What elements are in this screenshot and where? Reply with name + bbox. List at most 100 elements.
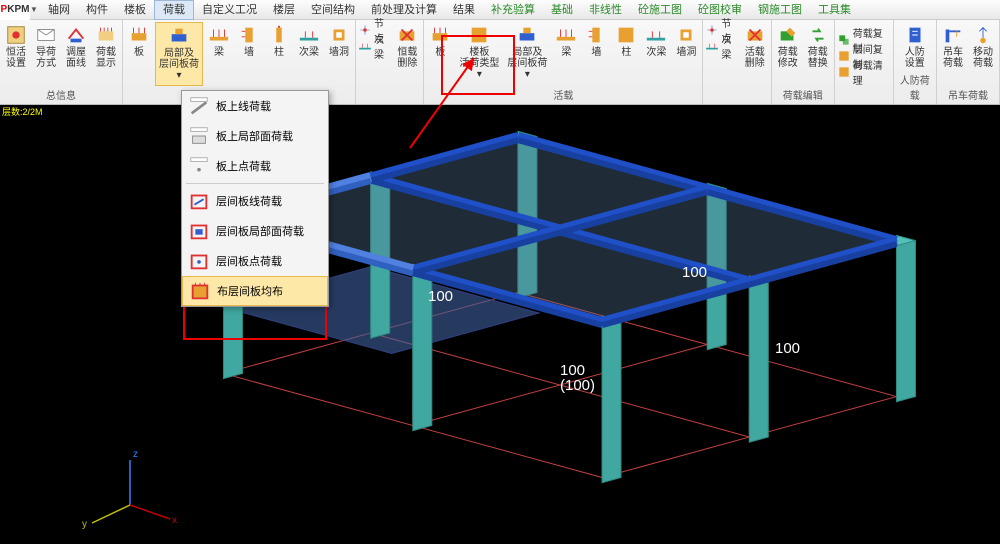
menu-5[interactable]: 楼层 [265,0,303,20]
3d-scene: 100100100(100)100zyx [0,105,1000,544]
svg-text:y: y [82,519,87,530]
ribbon-btn-1-1[interactable]: 局部及层间板荷▾ [155,22,203,86]
ribbon-btn-3-6[interactable]: 次梁 [642,22,670,86]
menu-14[interactable]: 钢施工图 [750,0,810,20]
ribbon-btn-2-1[interactable]: 次梁 [358,38,391,54]
sub2-icon [358,39,372,53]
lcopy-icon [837,49,851,63]
dd-line[interactable]: 板上线荷载 [182,91,328,121]
point-icon [188,155,210,177]
settings-icon [5,24,27,46]
menu-6[interactable]: 空间结构 [303,0,363,20]
menu-2[interactable]: 楼板 [116,0,154,20]
menu-12[interactable]: 砼施工图 [630,0,690,20]
menu-11[interactable]: 非线性 [581,0,630,20]
ribbon-btn-4-2[interactable]: 活载删除 [741,22,769,90]
iuniform-icon [189,280,211,302]
copy-icon [837,33,851,47]
local-icon [168,25,190,47]
ribbon-btn-8-0[interactable]: 吊车荷载 [939,22,967,86]
svg-text:100: 100 [428,288,453,305]
ribbon-btn-1-6[interactable]: 墙洞 [325,22,353,86]
ribbon-btn-3-1[interactable]: 楼板活荷类型▾ [456,22,502,86]
dd-iuniform[interactable]: 布层间板均布 [182,276,328,306]
ribbon-btn-6-2[interactable]: 荷载清理 [837,64,891,80]
menu-3[interactable]: 荷载 [154,0,194,20]
ribbon-btn-8-1[interactable]: 移动荷载 [969,22,997,86]
dd-iarea[interactable]: 层间板局部面荷载 [182,216,328,246]
ribbon-toolbar: 恒活设置导荷方式调屋面线荷载显示总信息板局部及层间板荷▾梁墙柱次梁墙洞显示节点次… [0,20,1000,105]
def-icon [904,24,926,46]
menu-1[interactable]: 构件 [78,0,116,20]
ribbon-btn-0-3[interactable]: 荷载显示 [92,22,120,86]
plate2-icon [429,24,451,46]
ribbon-btn-2-2[interactable]: 恒载删除 [393,22,421,90]
ribbon-btn-5-1[interactable]: 荷载替换 [804,22,832,86]
svg-text:100: 100 [775,340,800,357]
move-icon [972,24,994,46]
menu-8[interactable]: 结果 [445,0,483,20]
hole2-icon [675,24,697,46]
ribbon-btn-3-2[interactable]: 局部及层间板荷▾ [504,22,550,86]
ribbon-btn-1-3[interactable]: 墙 [235,22,263,86]
ribbon-btn-0-1[interactable]: 导荷方式 [32,22,60,86]
ribbon-group-0: 恒活设置导荷方式调屋面线荷载显示总信息 [0,20,123,104]
ribbon-btn-1-0[interactable]: 板 [125,22,153,86]
del2-icon [744,24,766,46]
ribbon-btn-1-2[interactable]: 梁 [205,22,233,86]
dd-iline[interactable]: 层间板线荷载 [182,186,328,216]
ribbon-btn-5-0[interactable]: 荷载修改 [774,22,802,86]
ribbon-group-3: 板楼板活荷类型▾局部及层间板荷▾梁墙柱次梁墙洞活载 [424,20,703,104]
menu-15[interactable]: 工具集 [810,0,859,20]
ribbon-group-7: 人防设置人防荷载 [894,20,937,104]
3d-viewport[interactable]: 层数:2/2M 100100100(100)100zyx [0,105,1000,544]
dd-area[interactable]: 板上局部面荷载 [182,121,328,151]
node-icon [358,23,372,37]
ribbon-btn-3-3[interactable]: 梁 [552,22,580,86]
ribbon-btn-3-4[interactable]: 墙 [582,22,610,86]
menu-0[interactable]: 轴网 [40,0,78,20]
ribbon-btn-3-0[interactable]: 板 [426,22,454,86]
menu-9[interactable]: 补充验算 [483,0,543,20]
wall-icon [238,24,260,46]
ribbon-btn-1-5[interactable]: 次梁 [295,22,323,86]
ribbon-btn-1-4[interactable]: 柱 [265,22,293,86]
load-dropdown-menu: 板上线荷载板上局部面荷载板上点荷载层间板线荷载层间板局部面荷载层间板点荷载布层间… [181,90,329,307]
beam-icon [208,24,230,46]
hole-icon [328,24,350,46]
ribbon-btn-7-0[interactable]: 人防设置 [901,22,929,71]
svg-text:100: 100 [682,264,707,281]
ribbon-btn-4-1[interactable]: 次梁 [705,38,738,54]
ribbon-group-6: 荷载复制层间复制荷载清理 [835,20,894,104]
local2-icon [516,24,538,46]
svg-text:(100): (100) [560,377,595,394]
area-icon [188,125,210,147]
ribbon-group-2: 节点次梁恒载删除 [356,20,424,104]
dd-point[interactable]: 板上点荷载 [182,151,328,181]
envelope-icon [35,24,57,46]
menu-4[interactable]: 自定义工况 [194,0,265,20]
sub4-icon [705,39,719,53]
svg-text:z: z [133,449,138,460]
logo-dropdown-icon[interactable]: ▼ [30,5,40,14]
clean-icon [837,65,851,79]
mod-icon [777,24,799,46]
ribbon-btn-3-5[interactable]: 柱 [612,22,640,86]
svg-text:x: x [172,515,177,526]
roof-icon [65,24,87,46]
rep-icon [807,24,829,46]
ribbon-btn-0-0[interactable]: 恒活设置 [2,22,30,86]
ipoint-icon [188,250,210,272]
iline-icon [188,190,210,212]
menu-13[interactable]: 砼图校审 [690,0,750,20]
sub-icon [298,24,320,46]
line-icon [188,95,210,117]
ribbon-btn-3-7[interactable]: 墙洞 [672,22,700,86]
node2-icon [705,23,719,37]
menu-10[interactable]: 基础 [543,0,581,20]
sub3-icon [645,24,667,46]
ribbon-group-8: 吊车荷载移动荷载吊车荷载 [937,20,1000,104]
del-icon [396,24,418,46]
ribbon-btn-0-2[interactable]: 调屋面线 [62,22,90,86]
dd-ipoint[interactable]: 层间板点荷载 [182,246,328,276]
